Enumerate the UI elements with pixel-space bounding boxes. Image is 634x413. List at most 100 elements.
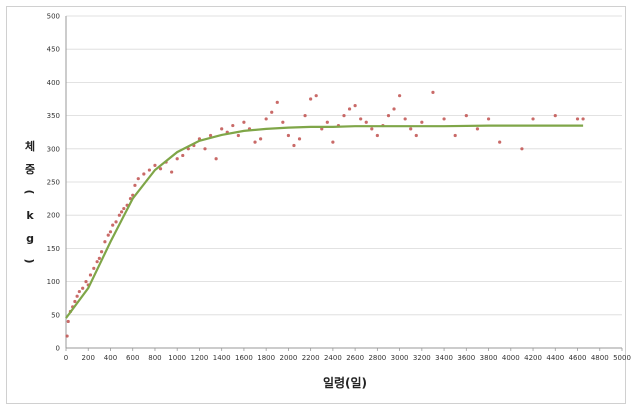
data-point <box>553 114 557 118</box>
y-tick-label: 500 <box>47 13 60 21</box>
x-tick-label: 1400 <box>213 354 231 362</box>
data-point <box>136 177 140 181</box>
data-point <box>520 147 524 151</box>
data-point <box>208 133 213 138</box>
data-point <box>320 127 324 131</box>
data-point <box>158 167 163 171</box>
x-tick-label: 0 <box>64 354 68 362</box>
data-point <box>133 183 137 187</box>
data-point <box>442 117 446 121</box>
y-axis-title-char: ( <box>23 189 36 194</box>
data-point <box>414 133 418 138</box>
data-point <box>114 220 118 224</box>
data-point <box>117 213 121 217</box>
x-tick-label: 600 <box>126 354 139 362</box>
data-point <box>111 223 115 227</box>
y-tick-label: 250 <box>47 179 60 187</box>
x-tick-label: 1600 <box>235 354 253 362</box>
data-point <box>181 153 185 158</box>
data-point <box>264 117 268 121</box>
data-point <box>431 90 435 94</box>
data-point <box>275 100 279 104</box>
x-tick-label: 4000 <box>502 354 520 362</box>
data-point <box>325 120 329 124</box>
x-tick-label: 4200 <box>524 354 542 362</box>
data-point <box>88 273 93 277</box>
x-tick-label: 3400 <box>435 354 453 362</box>
y-tick-label: 300 <box>47 145 60 153</box>
data-point <box>253 140 257 144</box>
y-axis-title-char: g <box>26 232 34 245</box>
data-point <box>575 117 580 121</box>
data-point <box>281 120 285 124</box>
data-point <box>73 299 77 304</box>
x-tick-label: 1000 <box>168 354 186 362</box>
x-tick-label: 400 <box>104 354 117 362</box>
y-tick-label: 100 <box>47 278 60 286</box>
x-tick-label: 2600 <box>346 354 364 362</box>
data-point <box>259 137 263 141</box>
x-tick-label: 200 <box>82 354 95 362</box>
data-point <box>364 120 368 124</box>
fit-curve <box>65 124 584 319</box>
y-tick-label: 200 <box>47 212 60 220</box>
x-axis-title: 일령(일) <box>323 376 367 390</box>
grid-layer <box>66 15 622 349</box>
data-point <box>75 294 79 298</box>
axis-layer <box>65 16 623 351</box>
data-point <box>581 117 585 121</box>
data-point <box>375 133 379 138</box>
data-point <box>359 117 363 121</box>
data-point <box>97 256 101 260</box>
data-point <box>386 114 391 118</box>
data-point <box>342 114 346 118</box>
data-point <box>170 170 174 174</box>
y-tick-label: 400 <box>47 79 60 87</box>
x-tick-label: 2400 <box>324 354 342 362</box>
data-point <box>309 97 313 101</box>
data-point <box>231 123 235 128</box>
x-tick-label: 2200 <box>302 354 320 362</box>
data-point <box>297 137 302 141</box>
data-point <box>106 233 110 237</box>
data-point <box>392 107 396 111</box>
y-tick-label: 50 <box>51 311 60 319</box>
data-point <box>175 157 179 161</box>
data-point <box>65 334 69 338</box>
data-point <box>347 107 352 111</box>
y-axis-title-char: 중 <box>25 163 35 176</box>
x-tick-label: 3600 <box>457 354 475 362</box>
x-tick-label: 3000 <box>391 354 409 362</box>
data-point <box>453 133 457 138</box>
x-tick-label: 3800 <box>480 354 498 362</box>
y-axis-title-char: 체 <box>25 139 35 153</box>
y-tick-label: 0 <box>56 345 60 353</box>
y-tick-label: 150 <box>47 245 60 253</box>
data-point <box>142 172 146 176</box>
data-point <box>77 289 81 294</box>
y-axis-title-char: k <box>26 209 34 222</box>
data-point <box>486 117 491 121</box>
x-tick-label: 3200 <box>413 354 431 362</box>
data-point <box>242 120 246 124</box>
data-point <box>84 280 88 284</box>
chart-frame <box>6 6 626 404</box>
data-point <box>120 210 124 214</box>
data-point <box>95 260 99 264</box>
data-point <box>147 168 151 172</box>
x-tick-label: 4800 <box>591 354 609 362</box>
data-point <box>370 127 374 131</box>
y-tick-label: 450 <box>47 46 60 54</box>
x-tick-label: 2800 <box>368 354 386 362</box>
data-point <box>236 133 240 138</box>
x-tick-label: 800 <box>148 354 161 362</box>
label-layer: 0 50 100 150 200 250 300 350 400 450 500 0 200 400 600… <box>47 13 631 363</box>
data-point <box>286 133 290 138</box>
data-point <box>464 114 468 118</box>
data-point <box>81 286 85 290</box>
data-point <box>403 117 407 121</box>
data-point <box>303 114 307 118</box>
y-tick-label: 350 <box>47 112 60 120</box>
data-point <box>409 127 413 131</box>
